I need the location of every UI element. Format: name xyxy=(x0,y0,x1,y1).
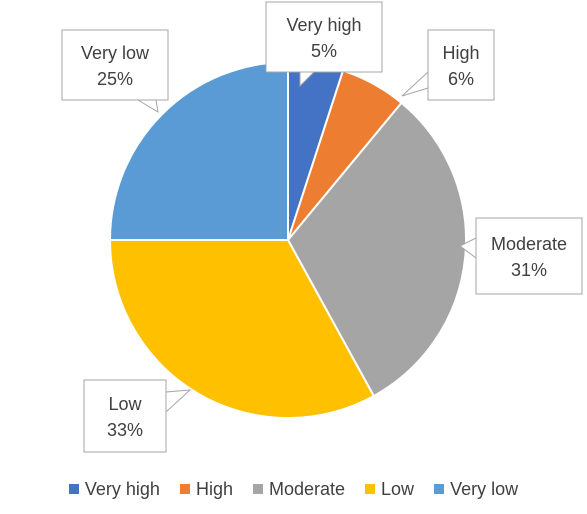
callout-category-label: Low xyxy=(108,394,142,414)
callout-high: High 6% xyxy=(401,29,495,101)
pie-slices xyxy=(108,60,467,419)
data-label-callouts: Very high 5% High 6% Moderate 31% Low 33% Very l… xyxy=(61,1,583,453)
legend-label: Very low xyxy=(450,478,519,499)
legend-swatch xyxy=(365,484,376,494)
legend-swatch xyxy=(252,484,263,494)
callout-pointer xyxy=(136,99,159,113)
legend-swatch xyxy=(179,484,190,494)
callout-box xyxy=(265,1,383,73)
legend-item-high: High xyxy=(179,478,233,500)
legend-item-low: Low xyxy=(365,479,414,500)
legend-label: Moderate xyxy=(268,478,346,499)
legend-label: High xyxy=(195,478,233,499)
legend-item-very-low: Very low xyxy=(434,479,518,500)
callout-value-label: 25% xyxy=(97,69,133,89)
callout-category-label: Very high xyxy=(286,15,361,35)
callout-value-label: 5% xyxy=(311,41,337,61)
callout-low: Low 33% xyxy=(83,379,192,453)
pie-slice-low xyxy=(108,239,376,419)
callout-pointer xyxy=(165,389,192,414)
callout-category-label: High xyxy=(442,43,479,63)
callout-box xyxy=(427,29,495,101)
callout-moderate: Moderate 31% xyxy=(459,217,583,295)
callout-value-label: 31% xyxy=(511,260,547,280)
callout-category-label: Moderate xyxy=(491,234,567,254)
callout-category-label: Very low xyxy=(81,43,150,63)
pie-slice-moderate xyxy=(286,101,467,398)
legend-swatch xyxy=(434,484,445,494)
legend-label: Low xyxy=(381,478,415,499)
legend-swatch xyxy=(68,484,79,494)
pie-slice-very-low xyxy=(108,60,289,241)
callout-very-low: Very low 25% xyxy=(61,29,169,113)
callout-box xyxy=(475,217,583,295)
legend-item-very-high: Very high xyxy=(68,478,160,500)
callout-value-label: 6% xyxy=(448,69,474,89)
legend-item-moderate: Moderate xyxy=(252,478,346,500)
legend: Very high High Moderate Low Very low xyxy=(0,474,587,504)
callout-pointer xyxy=(401,70,429,97)
callout-value-label: 33% xyxy=(107,420,143,440)
legend-label: Very high xyxy=(84,478,160,499)
callout-box xyxy=(83,379,167,453)
callout-very-high: Very high 5% xyxy=(265,1,383,88)
callout-box xyxy=(61,29,169,101)
